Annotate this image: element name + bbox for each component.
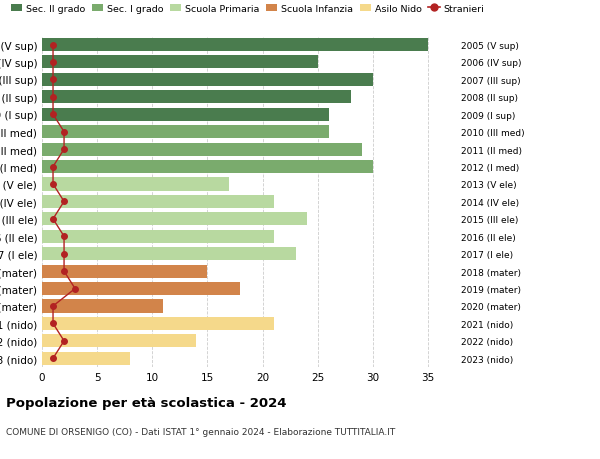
Bar xyxy=(42,282,241,296)
Bar xyxy=(42,39,428,52)
Legend: Sec. II grado, Sec. I grado, Scuola Primaria, Scuola Infanzia, Asilo Nido, Stran: Sec. II grado, Sec. I grado, Scuola Prim… xyxy=(11,5,484,14)
Text: COMUNE DI ORSENIGO (CO) - Dati ISTAT 1° gennaio 2024 - Elaborazione TUTTITALIA.I: COMUNE DI ORSENIGO (CO) - Dati ISTAT 1° … xyxy=(6,427,395,436)
Bar xyxy=(42,247,296,261)
Bar xyxy=(42,265,208,278)
Bar xyxy=(42,317,274,330)
Bar xyxy=(42,335,196,347)
Bar xyxy=(42,126,329,139)
Bar xyxy=(42,300,163,313)
Bar xyxy=(42,161,373,174)
Bar xyxy=(42,213,307,226)
Bar xyxy=(42,143,362,157)
Bar xyxy=(42,178,229,191)
Bar xyxy=(42,91,351,104)
Bar xyxy=(42,74,373,87)
Text: Popolazione per età scolastica - 2024: Popolazione per età scolastica - 2024 xyxy=(6,396,287,409)
Bar xyxy=(42,56,317,69)
Bar xyxy=(42,352,130,365)
Bar xyxy=(42,196,274,208)
Bar xyxy=(42,230,274,243)
Bar xyxy=(42,108,329,122)
